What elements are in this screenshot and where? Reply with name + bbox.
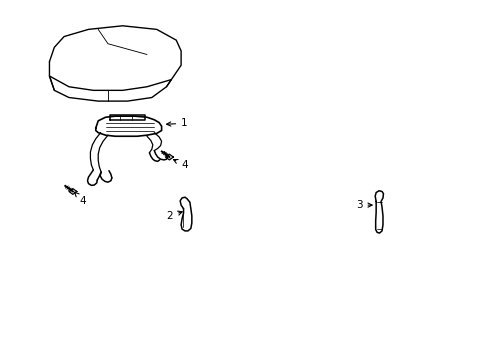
Text: 1: 1 [166, 118, 187, 128]
Text: 2: 2 [166, 211, 182, 221]
Text: 3: 3 [355, 200, 371, 210]
Text: 4: 4 [75, 192, 86, 206]
Text: 4: 4 [173, 159, 187, 170]
